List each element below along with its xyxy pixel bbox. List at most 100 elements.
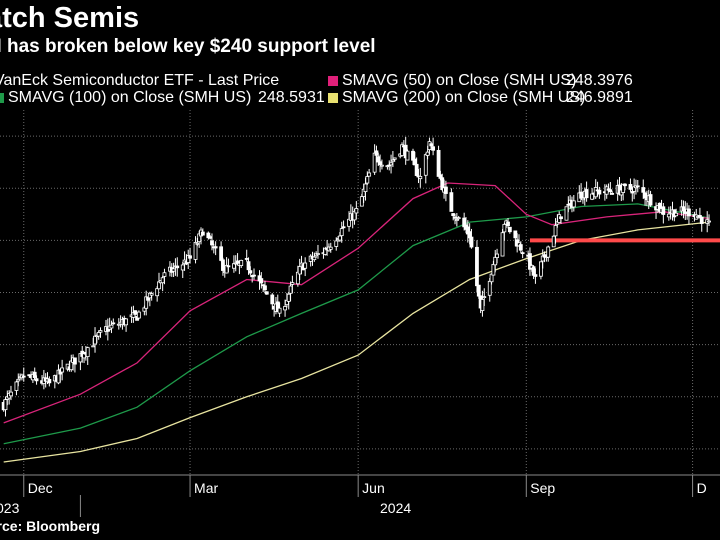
price-bar [707, 214, 711, 227]
price-bar [418, 167, 423, 188]
price-bar-body [312, 256, 317, 261]
price-bar [277, 302, 282, 318]
price-bar-body [533, 274, 538, 277]
legend-item-sma50: SMAVG (50) on Close (SMH US) [328, 72, 576, 90]
price-bar-body [193, 242, 198, 260]
price-bar [581, 197, 585, 204]
price-bar [367, 168, 372, 177]
price-bar-body [553, 225, 558, 237]
price-bar-body [208, 236, 213, 239]
price-bar [226, 258, 231, 273]
price-bar [436, 145, 441, 177]
price-bar [316, 244, 320, 259]
price-bar [608, 182, 613, 195]
price-bar-body [378, 161, 383, 165]
price-bar-body [252, 274, 256, 277]
price-bar-body [449, 192, 454, 212]
price-bar-body [454, 219, 459, 221]
price-bar-body [551, 235, 556, 248]
price-bar [681, 200, 686, 219]
legend-item-sma100: SMAVG (100) on Close (SMH US) [0, 89, 251, 107]
price-bar-body [389, 162, 393, 166]
x-tick-label: Dec [28, 480, 53, 496]
price-bar [213, 241, 218, 256]
price-bar-body [155, 288, 160, 297]
price-bar-body [584, 189, 589, 199]
price-bar-body [539, 261, 543, 277]
price-bar-body [635, 185, 640, 188]
price-bar-body [244, 258, 249, 260]
price-bar [252, 268, 256, 280]
price-bar [687, 205, 691, 225]
price-bar-body [513, 230, 518, 239]
legend-label-sma200: SMAVG (200) on Close (SMH US) [342, 89, 586, 106]
legend-value-sma200: 246.9891 [566, 89, 633, 106]
price-bar [454, 213, 459, 227]
price-bar [546, 245, 551, 262]
price-bar-body [453, 216, 457, 219]
chart-title: atch Semis [0, 2, 140, 34]
price-bar-body [608, 189, 613, 193]
price-bar [389, 154, 393, 174]
price-bar-body [149, 293, 154, 296]
price-bar [648, 190, 653, 207]
price-bar-body [469, 236, 474, 248]
price-bar [60, 359, 65, 381]
price-bar [593, 179, 598, 200]
price-bar-body [502, 224, 507, 233]
price-bar-body [93, 335, 97, 345]
price-bar-body [500, 232, 505, 257]
price-bar [632, 178, 637, 200]
price-bar-body [248, 270, 253, 274]
price-bar [171, 262, 176, 277]
price-bar-body [136, 311, 141, 319]
price-bar-body [456, 217, 461, 220]
price-bar [224, 257, 229, 274]
price-bar-body [571, 200, 576, 208]
price-bar [98, 327, 103, 338]
price-bar-body [493, 256, 498, 266]
price-bar [372, 144, 377, 175]
price-bar-body [431, 146, 435, 151]
price-bar-body [337, 235, 342, 241]
price-bar [400, 142, 404, 157]
price-bar-body [643, 192, 647, 199]
price-bar [380, 159, 384, 170]
price-bar-body [365, 176, 370, 184]
price-bar [93, 327, 97, 353]
price-bar [635, 179, 640, 193]
price-bar [200, 228, 205, 236]
price-bar-body [593, 187, 598, 198]
price-bar [69, 354, 74, 372]
price-bar-body [283, 306, 287, 311]
price-bar-body [111, 322, 116, 325]
price-bar [528, 247, 532, 276]
price-bar [506, 218, 510, 229]
price-bar [188, 247, 192, 264]
price-bar-body [219, 246, 224, 261]
price-bar-body [341, 226, 346, 229]
price-bar [431, 137, 435, 156]
price-bar [244, 249, 249, 262]
price-bar [661, 203, 666, 224]
price-bar [180, 261, 185, 279]
price-bar-body [628, 184, 633, 190]
price-bar-body [495, 253, 499, 258]
series-lines [3, 182, 720, 463]
price-bar [133, 310, 138, 316]
price-bar-body [334, 240, 339, 247]
price-bar-body [264, 291, 269, 295]
price-bar-body [546, 246, 551, 258]
price-bar-body [564, 206, 569, 221]
price-bar [303, 257, 308, 277]
price-bars [1, 136, 711, 417]
price-bar [507, 226, 512, 234]
price-bar-body [316, 253, 320, 255]
price-bar-body [363, 183, 368, 193]
price-bar [666, 206, 671, 221]
price-bar [339, 221, 344, 243]
price-bar [162, 268, 167, 285]
price-bar [482, 288, 487, 306]
price-bar [290, 275, 295, 294]
price-bar-body [246, 261, 251, 271]
